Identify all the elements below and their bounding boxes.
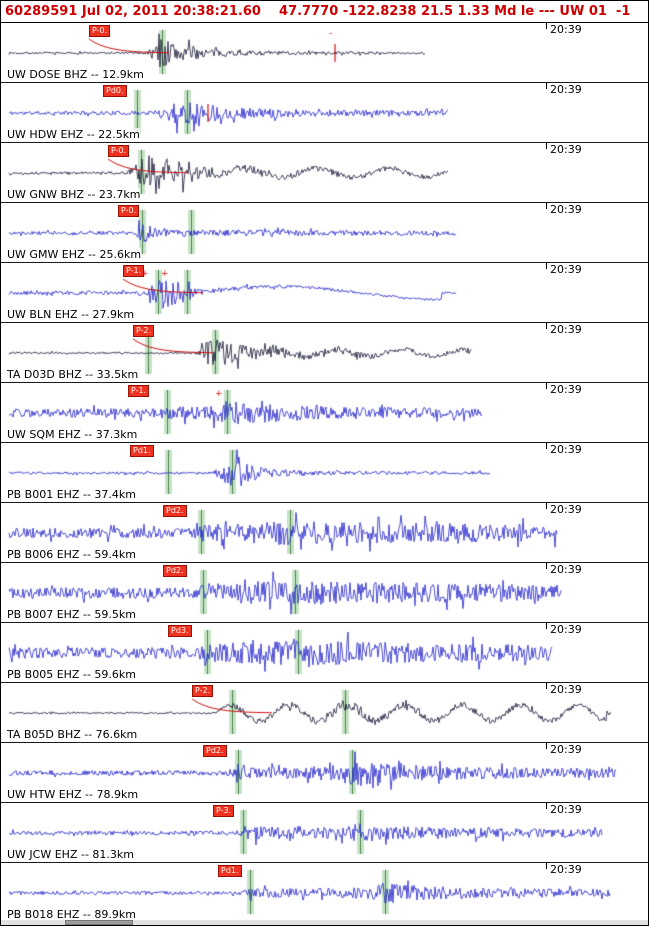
trace-panel[interactable]: 20:39 Pd2. UW HTW EHZ -- 78.9km bbox=[1, 743, 648, 803]
time-label: 20:39 bbox=[550, 383, 582, 396]
station-label: TA D03D BHZ -- 33.5km bbox=[7, 368, 139, 381]
station-label: UW BLN EHZ -- 27.9km bbox=[7, 308, 135, 321]
time-tick-mark bbox=[546, 143, 547, 149]
pick-flag[interactable]: Pd0. bbox=[103, 85, 127, 97]
trace-panel[interactable]: 20:39 P-1. UW BLN EHZ -- 27.9km bbox=[1, 263, 648, 323]
pick-flag[interactable]: P-2. bbox=[133, 325, 155, 337]
trace-panel[interactable]: 20:39 P-0. UW GNW BHZ -- 23.7km bbox=[1, 143, 648, 203]
trace-panel[interactable]: 20:39 Pd0. UW HDW EHZ -- 22.5km bbox=[1, 83, 648, 143]
time-label: 20:39 bbox=[550, 83, 582, 96]
trace-panel[interactable]: 20:39 P-2. TA B05D BHZ -- 76.6km bbox=[1, 683, 648, 743]
time-tick-mark bbox=[546, 83, 547, 89]
hscroll-thumb[interactable] bbox=[65, 920, 133, 925]
trace-panel[interactable]: 20:39 P-3. UW JCW EHZ -- 81.3km bbox=[1, 803, 648, 863]
trace-panel[interactable]: 20:39 Pd2. PB B006 EHZ -- 59.4km bbox=[1, 503, 648, 563]
pick-flag[interactable]: P-2. bbox=[192, 685, 214, 697]
time-label: 20:39 bbox=[550, 323, 582, 336]
time-label: 20:39 bbox=[550, 203, 582, 216]
trace-panel[interactable]: 20:39 Pd3. PB B005 EHZ -- 59.6km bbox=[1, 623, 648, 683]
time-tick-mark bbox=[546, 203, 547, 209]
time-tick-mark bbox=[546, 263, 547, 269]
pick-flag[interactable]: P-1. bbox=[123, 265, 145, 277]
time-label: 20:39 bbox=[550, 623, 582, 636]
pick-flag[interactable]: Pd2. bbox=[163, 505, 187, 517]
trace-list: 20:39 P-0. UW DOSE BHZ -- 12.9km 20:39 P… bbox=[1, 23, 648, 923]
time-label: 20:39 bbox=[550, 263, 582, 276]
station-label: UW HTW EHZ -- 78.9km bbox=[7, 788, 139, 801]
time-label: 20:39 bbox=[550, 863, 582, 876]
time-tick-mark bbox=[546, 863, 547, 869]
trace-panel[interactable]: 20:39 P-2. TA D03D BHZ -- 33.5km bbox=[1, 323, 648, 383]
pick-flag[interactable]: Pd1. bbox=[218, 865, 242, 877]
pick-flag[interactable]: P-0. bbox=[118, 205, 140, 217]
station-label: UW HDW EHZ -- 22.5km bbox=[7, 128, 140, 141]
pick-flag[interactable]: Pd3. bbox=[168, 625, 192, 637]
trace-panel[interactable]: 20:39 Pd1. PB B001 EHZ -- 37.4km bbox=[1, 443, 648, 503]
time-label: 20:39 bbox=[550, 803, 582, 816]
pick-flag[interactable]: P-0. bbox=[108, 145, 130, 157]
station-label: TA B05D BHZ -- 76.6km bbox=[7, 728, 138, 741]
time-label: 20:39 bbox=[550, 563, 582, 576]
event-header: 60289591 Jul 02, 2011 20:38:21.60 47.777… bbox=[1, 1, 648, 23]
time-tick-mark bbox=[546, 743, 547, 749]
trace-panel[interactable]: 20:39 P-0. UW DOSE BHZ -- 12.9km bbox=[1, 23, 648, 83]
time-label: 20:39 bbox=[550, 743, 582, 756]
trace-panel[interactable]: 20:39 Pd1. PB B018 EHZ -- 89.9km bbox=[1, 863, 648, 923]
pick-flag[interactable]: Pd2. bbox=[163, 565, 187, 577]
station-label: PB B006 EHZ -- 59.4km bbox=[7, 548, 136, 561]
time-tick-mark bbox=[546, 23, 547, 29]
trace-panel[interactable]: 20:39 P-1. UW SQM EHZ -- 37.3km bbox=[1, 383, 648, 443]
time-label: 20:39 bbox=[550, 443, 582, 456]
station-label: UW DOSE BHZ -- 12.9km bbox=[7, 68, 144, 81]
time-label: 20:39 bbox=[550, 143, 582, 156]
station-label: UW GMW EHZ -- 25.6km bbox=[7, 248, 142, 261]
station-label: UW GNW BHZ -- 23.7km bbox=[7, 188, 141, 201]
station-label: UW JCW EHZ -- 81.3km bbox=[7, 848, 134, 861]
time-label: 20:39 bbox=[550, 503, 582, 516]
pick-flag[interactable]: P-3. bbox=[213, 805, 235, 817]
station-label: UW SQM EHZ -- 37.3km bbox=[7, 428, 138, 441]
pick-flag[interactable]: Pd1. bbox=[130, 445, 154, 457]
time-tick-mark bbox=[546, 803, 547, 809]
time-tick-mark bbox=[546, 683, 547, 689]
time-tick-mark bbox=[546, 383, 547, 389]
time-label: 20:39 bbox=[550, 683, 582, 696]
time-label: 20:39 bbox=[550, 23, 582, 36]
station-label: PB B007 EHZ -- 59.5km bbox=[7, 608, 136, 621]
trace-panel[interactable]: 20:39 Pd2. PB B007 EHZ -- 59.5km bbox=[1, 563, 648, 623]
trace-panel[interactable]: 20:39 P-0. UW GMW EHZ -- 25.6km bbox=[1, 203, 648, 263]
time-tick-mark bbox=[546, 503, 547, 509]
station-label: PB B001 EHZ -- 37.4km bbox=[7, 488, 136, 501]
station-label: PB B005 EHZ -- 59.6km bbox=[7, 668, 136, 681]
time-tick-mark bbox=[546, 623, 547, 629]
time-tick-mark bbox=[546, 563, 547, 569]
pick-flag[interactable]: Pd2. bbox=[203, 745, 227, 757]
horizontal-scrollbar[interactable] bbox=[1, 920, 648, 925]
pick-flag[interactable]: P-0. bbox=[89, 25, 111, 37]
station-label: PB B018 EHZ -- 89.9km bbox=[7, 908, 136, 921]
time-tick-mark bbox=[546, 323, 547, 329]
pick-flag[interactable]: P-1. bbox=[128, 385, 150, 397]
time-tick-mark bbox=[546, 443, 547, 449]
